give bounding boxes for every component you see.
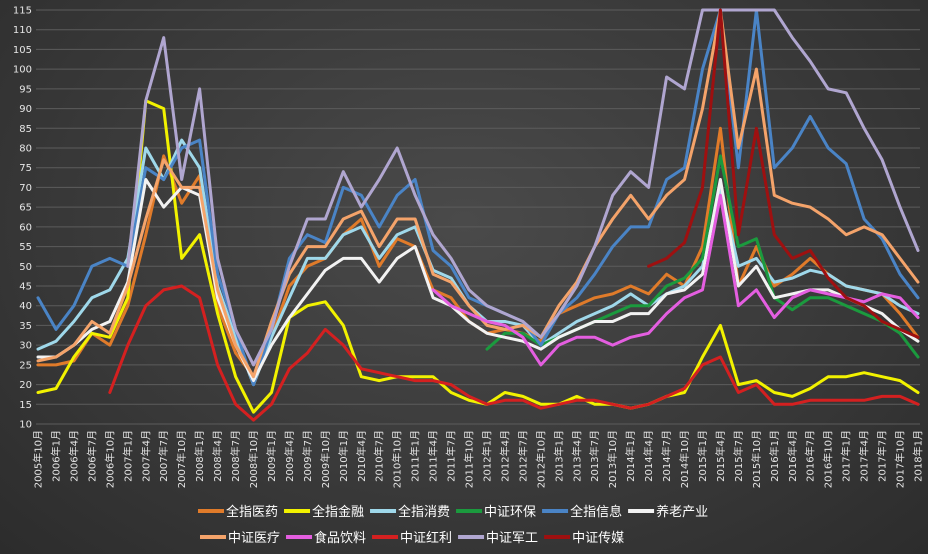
series-lines (36, 8, 920, 422)
x-tick-label: 2012年7月 (516, 430, 529, 482)
x-tick-label: 2012年10月 (534, 430, 547, 488)
x-axis-ticks: 2005年10月 2006年1月 2006年4月 2006年7月 2006年10月 200… (32, 430, 925, 488)
x-tick-label: 2014年1月 (624, 430, 637, 482)
x-tick-label: 2008年1月 (193, 430, 206, 482)
y-tick-label: 25 (19, 360, 32, 371)
legend-label: 食品饮料 (314, 530, 366, 546)
series-line-2 (36, 99, 920, 414)
x-tick-label: 2007年4月 (139, 430, 152, 482)
x-tick-label: 2015年1月 (696, 430, 709, 482)
x-tick-label: 2014年10月 (678, 430, 691, 488)
x-tick-label: 2008年10月 (247, 430, 260, 488)
legend-label: 中证红利 (400, 530, 452, 546)
x-tick-label: 2011年10月 (463, 430, 476, 488)
x-tick-label: 2013年1月 (552, 430, 565, 482)
y-tick-label: 15 (19, 400, 32, 411)
series-line-10 (126, 8, 920, 367)
x-tick-label: 2013年7月 (588, 430, 601, 482)
legend-label: 中证军工 (486, 531, 538, 546)
y-tick-label: 100 (13, 65, 32, 76)
x-tick-label: 2015年4月 (714, 430, 727, 482)
x-tick-label: 2009年10月 (319, 430, 332, 488)
y-tick-label: 80 (19, 144, 32, 155)
y-tick-label: 95 (19, 84, 32, 95)
series-line-11 (647, 8, 920, 339)
legend-label: 中证传媒 (572, 531, 624, 546)
y-tick-label: 60 (19, 222, 32, 233)
x-tick-label: 2017年10月 (894, 430, 907, 488)
x-tick-label: 2014年7月 (660, 430, 673, 482)
x-tick-label: 2010年1月 (337, 430, 350, 482)
series-line-5 (36, 8, 920, 387)
x-tick-label: 2007年10月 (175, 430, 188, 488)
y-tick-label: 35 (19, 321, 32, 332)
series-line-8 (431, 193, 920, 367)
series-line-9 (108, 284, 920, 422)
y-tick-label: 65 (19, 203, 32, 214)
x-tick-label: 2017年7月 (876, 430, 889, 482)
x-tick-label: 2007年7月 (157, 430, 170, 482)
y-tick-label: 75 (19, 163, 32, 174)
legend-label: 全指消费 (398, 504, 450, 520)
y-tick-label: 10 (19, 420, 32, 431)
x-tick-label: 2014年4月 (642, 430, 655, 482)
x-tick-label: 2017年1月 (840, 430, 853, 482)
y-tick-label: 115 (13, 6, 32, 17)
x-tick-label: 2010年7月 (373, 430, 386, 482)
x-tick-label: 2017年4月 (858, 430, 871, 482)
y-axis-ticks: 10 15 20 25 30 35 40 45 50 55 60 65 70 75 80 85 90 95 100 1… (13, 6, 32, 431)
legend-label: 全指医药 (226, 504, 278, 520)
legend-label: 全指金融 (312, 504, 364, 520)
y-tick-label: 45 (19, 282, 32, 293)
y-tick-label: 20 (19, 380, 32, 391)
series-line-7 (36, 8, 920, 379)
y-tick-label: 30 (19, 341, 32, 352)
x-tick-label: 2016年1月 (768, 430, 781, 482)
y-tick-label: 110 (13, 25, 32, 36)
x-tick-label: 2009年1月 (265, 430, 278, 482)
y-tick-label: 40 (19, 301, 32, 312)
x-tick-label: 2018年1月 (912, 430, 925, 482)
x-tick-label: 2013年10月 (606, 430, 619, 488)
x-tick-label: 2016年7月 (804, 430, 817, 482)
x-tick-label: 2015年7月 (732, 430, 745, 482)
x-tick-label: 2011年7月 (445, 430, 458, 482)
x-tick-label: 2016年4月 (786, 430, 799, 482)
legend-label: 全指信息 (570, 504, 622, 520)
series-line-3 (36, 138, 920, 387)
legend-label: 中证环保 (484, 505, 536, 520)
x-tick-label: 2015年10月 (750, 430, 763, 488)
x-tick-label: 2005年10月 (32, 430, 45, 488)
x-tick-label: 2013年4月 (570, 430, 583, 482)
x-tick-label: 2010年10月 (391, 430, 404, 488)
x-tick-label: 2009年7月 (301, 430, 314, 482)
x-tick-label: 2010年4月 (355, 430, 368, 482)
x-tick-label: 2007年1月 (121, 430, 134, 482)
x-tick-label: 2006年1月 (49, 430, 62, 482)
x-tick-label: 2006年7月 (85, 430, 98, 482)
x-tick-label: 2016年10月 (822, 430, 835, 488)
y-tick-label: 85 (19, 124, 32, 135)
y-tick-label: 70 (19, 183, 32, 194)
x-tick-label: 2012年4月 (498, 430, 511, 482)
x-tick-label: 2009年4月 (283, 430, 296, 482)
y-tick-label: 55 (19, 242, 32, 253)
x-tick-label: 2012年1月 (480, 430, 493, 482)
x-tick-label: 2006年4月 (67, 430, 80, 482)
x-tick-label: 2008年4月 (211, 430, 224, 482)
x-tick-label: 2006年10月 (103, 430, 116, 488)
y-tick-label: 90 (19, 104, 32, 115)
y-tick-label: 50 (19, 262, 32, 273)
x-tick-label: 2011年1月 (409, 430, 422, 482)
x-tick-label: 2008年7月 (229, 430, 242, 482)
y-tick-label: 105 (13, 45, 32, 56)
legend-label: 养老产业 (656, 504, 708, 520)
x-tick-label: 2011年4月 (427, 430, 440, 482)
legend-label: 中证医疗 (228, 531, 280, 546)
